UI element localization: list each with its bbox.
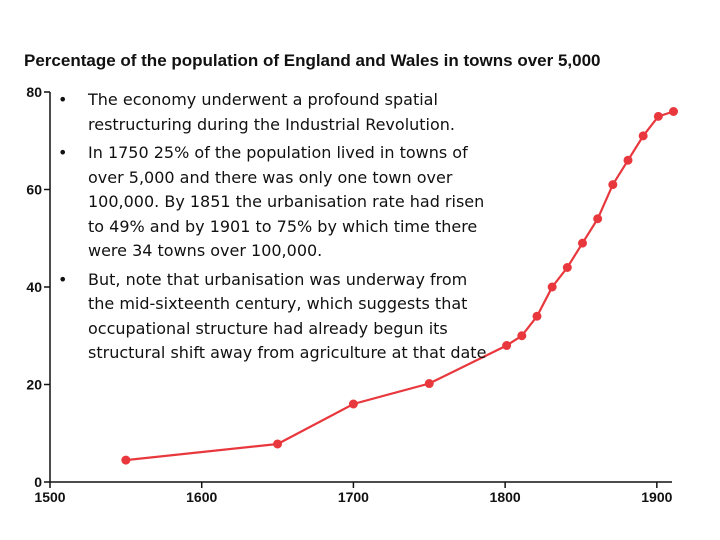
y-tick-label: 0	[34, 474, 42, 490]
data-marks	[121, 107, 679, 465]
note-item: In 1750 25% of the population lived in t…	[56, 141, 496, 264]
y-tick-label: 40	[26, 279, 42, 295]
data-point	[638, 131, 648, 141]
y-tick-label: 80	[26, 84, 42, 100]
data-point	[547, 282, 557, 292]
chart-title: Percentage of the population of England …	[24, 51, 601, 70]
x-tick-label: 1500	[34, 489, 65, 505]
x-tick-label: 1700	[338, 489, 369, 505]
x-tick-label: 1900	[641, 489, 672, 505]
data-point	[424, 379, 434, 389]
data-point	[273, 439, 283, 449]
data-point	[608, 180, 618, 190]
notes-list: The economy underwent a profound spatial…	[56, 88, 496, 370]
series-line	[125, 110, 674, 462]
data-point	[562, 263, 572, 272]
data-point	[502, 341, 512, 350]
data-point	[517, 331, 527, 341]
axis-ticks: 0 20 40 60 80 1500 1600 1700 1800 1900	[26, 84, 672, 505]
x-tick-label: 1600	[186, 489, 217, 505]
note-item: But, note that urbanisation was underway…	[56, 268, 496, 366]
x-tick-label: 1800	[490, 489, 521, 505]
data-point	[532, 311, 542, 321]
y-tick-label: 60	[26, 182, 42, 198]
data-point	[348, 399, 358, 409]
data-point	[669, 107, 679, 116]
data-point	[577, 238, 587, 248]
y-tick-label: 20	[26, 377, 42, 393]
data-point	[623, 155, 633, 165]
note-item: The economy underwent a profound spatial…	[56, 88, 496, 137]
data-point	[593, 214, 603, 224]
data-point	[121, 455, 131, 465]
data-point	[653, 111, 663, 121]
